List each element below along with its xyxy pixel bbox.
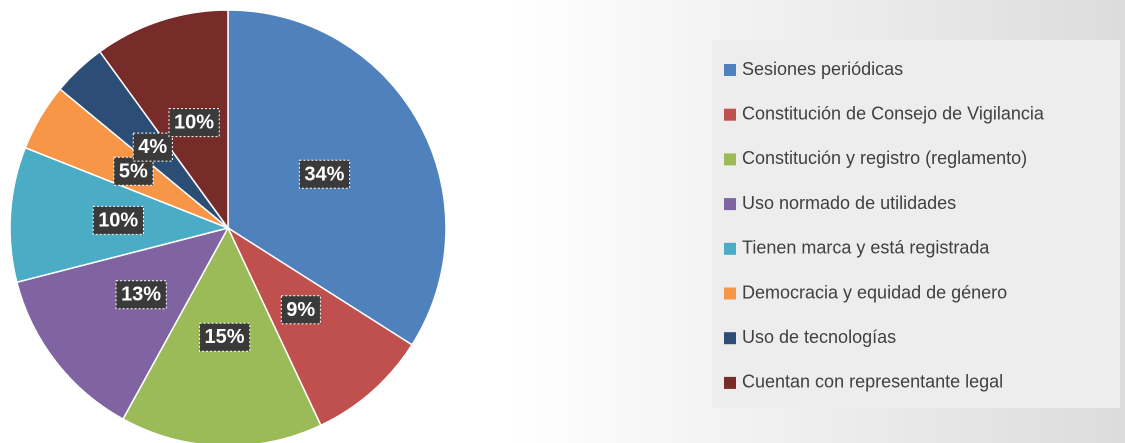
data-label-box bbox=[113, 156, 154, 186]
legend-swatch bbox=[724, 64, 736, 76]
legend-swatch bbox=[724, 287, 736, 300]
data-label: 4% bbox=[138, 136, 167, 158]
data-label: 13% bbox=[121, 284, 161, 306]
data-label-box bbox=[298, 159, 351, 189]
legend-label: Tienen marca y está registrada bbox=[742, 238, 990, 258]
data-label: 34% bbox=[304, 163, 344, 185]
data-label-box bbox=[115, 280, 167, 310]
legend-label: Constitución y registro (reglamento) bbox=[742, 148, 1027, 168]
legend-label: Cuentan con representante legal bbox=[742, 372, 1003, 392]
data-label: 5% bbox=[119, 160, 148, 182]
data-label-box bbox=[132, 132, 173, 162]
data-label: 10% bbox=[174, 112, 214, 134]
pie-slice bbox=[98, 9, 229, 231]
legend-box bbox=[712, 40, 1120, 408]
legend-label: Uso normado de utilidades bbox=[742, 193, 956, 213]
data-label-box bbox=[168, 108, 220, 138]
data-label-box bbox=[280, 295, 321, 325]
legend-swatch bbox=[724, 153, 736, 166]
legend-swatch bbox=[724, 332, 736, 345]
legend-swatch bbox=[724, 376, 736, 389]
legend-swatch bbox=[724, 242, 736, 255]
data-label: 15% bbox=[205, 326, 245, 348]
data-label: 9% bbox=[286, 299, 315, 321]
legend-swatch bbox=[724, 198, 736, 211]
pie-slice bbox=[226, 225, 414, 427]
data-label-box bbox=[199, 322, 251, 352]
legend-label: Uso de tecnologías bbox=[742, 327, 896, 347]
legend-label: Constitución de Consejo de Vigilancia bbox=[742, 103, 1045, 123]
data-label-box bbox=[92, 205, 144, 235]
pie-slice bbox=[15, 226, 230, 421]
legend-label: Sesiones periódicas bbox=[742, 59, 903, 79]
legend-swatch bbox=[724, 108, 736, 121]
legend-label: Democracia y equidad de género bbox=[742, 282, 1007, 302]
data-label: 10% bbox=[98, 209, 138, 231]
